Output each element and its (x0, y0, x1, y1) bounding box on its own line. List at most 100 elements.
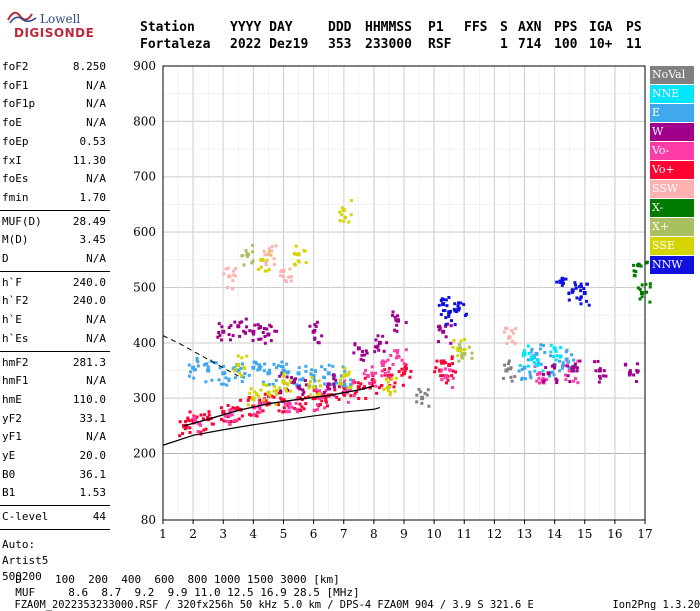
data-point-ssw (287, 275, 291, 279)
data-point-vo (351, 381, 355, 385)
data-point-vo (294, 401, 298, 405)
data-point-w (313, 323, 317, 327)
data-point-vo (391, 362, 395, 366)
param-key: h`F (2, 275, 22, 289)
param-row-fof2: foF2 8.250 (0, 58, 110, 77)
data-point-vo (284, 410, 288, 414)
data-point-w (279, 389, 283, 393)
data-point-vo (298, 402, 302, 406)
data-point-ssw (270, 249, 274, 253)
data-point-vo (442, 359, 446, 363)
data-point-e (529, 376, 533, 380)
param-key: M(D) (2, 233, 29, 247)
data-point-w (296, 385, 301, 390)
data-point-vo (450, 357, 454, 361)
data-point-e (192, 376, 196, 380)
data-point-sse (315, 393, 319, 397)
data-point-x (244, 249, 248, 253)
data-point-noval (415, 400, 419, 404)
data-point-nnw (445, 304, 449, 308)
data-point-ssw (274, 244, 278, 248)
data-point-w (597, 368, 602, 373)
data-point-e (256, 368, 260, 372)
data-point-e (526, 358, 530, 362)
data-point-noval (510, 379, 514, 383)
data-point-e (331, 364, 335, 368)
data-point-sse (307, 382, 311, 386)
data-point-vo (443, 361, 447, 365)
param-value: 1.53 (79, 486, 107, 500)
data-point-vo (256, 410, 260, 414)
footer-info-text: FZA0M_2022353233000.RSF / 320fx256h 50 k… (14, 599, 534, 611)
data-point-ssw (289, 275, 293, 279)
data-point-w (572, 365, 576, 369)
data-point-w (301, 392, 305, 396)
data-point-sse (259, 265, 263, 269)
data-point-e (349, 378, 353, 382)
data-point-nne (549, 350, 553, 354)
param-key: MUF(D) (2, 214, 42, 228)
data-point-vo (277, 391, 281, 395)
data-point-sse (388, 390, 392, 394)
data-point-ssw (272, 257, 276, 261)
data-point-vo (359, 382, 363, 386)
data-point-vo (270, 394, 274, 398)
data-point-ssw (511, 331, 515, 335)
param-value: 28.49 (72, 214, 106, 228)
data-point-vo (371, 374, 375, 378)
data-point-w (364, 349, 368, 353)
data-point-vo (277, 409, 281, 413)
data-point-vo (383, 368, 387, 372)
data-point-w (373, 345, 377, 349)
data-point-sse (262, 398, 266, 402)
data-point-w (290, 380, 294, 384)
data-point-e (539, 343, 543, 347)
data-point-sse (347, 372, 351, 376)
data-point-w (313, 336, 317, 340)
data-point-vo (228, 422, 232, 426)
data-point-e (223, 371, 227, 375)
data-point-vo (380, 362, 385, 367)
header-label-0: Station (140, 20, 195, 35)
header-value-6: 1 (500, 37, 508, 52)
data-point-noval (425, 393, 429, 397)
data-point-vo (283, 402, 287, 406)
param-key: foE (2, 116, 22, 130)
data-point-vo (345, 391, 349, 395)
data-point-vo (237, 417, 241, 421)
legend-item-vo: Vo+ (650, 161, 694, 179)
data-point-w (303, 378, 307, 382)
data-point-w (391, 310, 395, 314)
data-point-e (240, 379, 244, 383)
data-point-nnw (582, 287, 586, 291)
data-point-vo (320, 399, 324, 403)
data-point-vo (188, 426, 192, 430)
data-point-e (242, 375, 246, 379)
data-point-vo (258, 407, 262, 411)
data-point-w (244, 317, 248, 321)
data-point-vo (203, 413, 207, 417)
data-point-e (304, 364, 308, 368)
data-point-sse (263, 269, 267, 273)
data-point-w (555, 381, 559, 385)
data-point-nne (552, 346, 557, 351)
data-point-x (240, 254, 244, 258)
data-point-vo (375, 391, 379, 395)
data-point-w (314, 324, 318, 328)
data-point-nne (530, 356, 534, 360)
data-point-sse (274, 392, 278, 396)
footer-muf-unit: [MHz] (326, 586, 360, 599)
data-point-e (196, 360, 200, 364)
data-point-w (375, 346, 379, 350)
data-point-vo (408, 375, 412, 379)
data-point-vo (321, 395, 325, 399)
data-point-e (227, 379, 231, 383)
data-point-sse (386, 389, 390, 393)
data-point-w (294, 377, 298, 381)
param-row-b0: B0 36.1 (0, 466, 110, 485)
data-point-nnw (570, 288, 575, 293)
data-point-e (550, 370, 554, 374)
data-point-w (360, 349, 364, 353)
data-point-vo (196, 430, 200, 434)
data-point-e (251, 365, 256, 370)
